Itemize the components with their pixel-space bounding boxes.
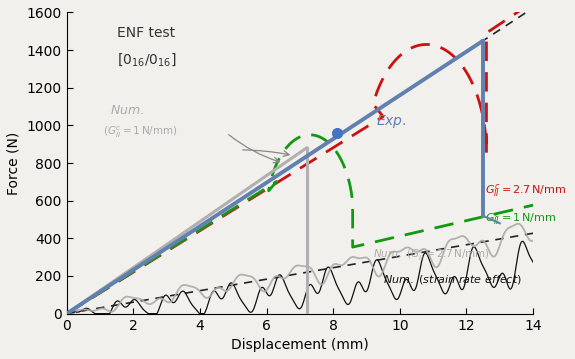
- Text: $\mathit{Num.}\ (G_{II}^{c} = 2.7\,\mathrm{N/mm})$: $\mathit{Num.}\ (G_{II}^{c} = 2.7\,\math…: [373, 248, 490, 263]
- Y-axis label: Force (N): Force (N): [7, 131, 21, 195]
- Text: $\mathit{Num.}$: $\mathit{Num.}$: [110, 104, 144, 117]
- Text: $(G_{II}^{c} = 1\,\mathrm{N/mm})$: $(G_{II}^{c} = 1\,\mathrm{N/mm})$: [104, 125, 178, 140]
- Text: $G_{II}^{c} = 2.7\,\mathrm{N/mm}$: $G_{II}^{c} = 2.7\,\mathrm{N/mm}$: [485, 182, 566, 199]
- Text: $\mathbf{\mathit{Num.\ (strain\ rate\ effect)}}$: $\mathbf{\mathit{Num.\ (strain\ rate\ ef…: [383, 273, 522, 286]
- Text: $\mathit{Exp.}$: $\mathit{Exp.}$: [377, 113, 407, 130]
- Text: $[0_{16}/0_{16}]$: $[0_{16}/0_{16}]$: [117, 51, 177, 67]
- X-axis label: Displacement (mm): Displacement (mm): [231, 338, 369, 352]
- Text: $G_{II}^{c} = 1\,\mathrm{N/mm}$: $G_{II}^{c} = 1\,\mathrm{N/mm}$: [485, 210, 556, 227]
- Text: ENF test: ENF test: [117, 26, 175, 40]
